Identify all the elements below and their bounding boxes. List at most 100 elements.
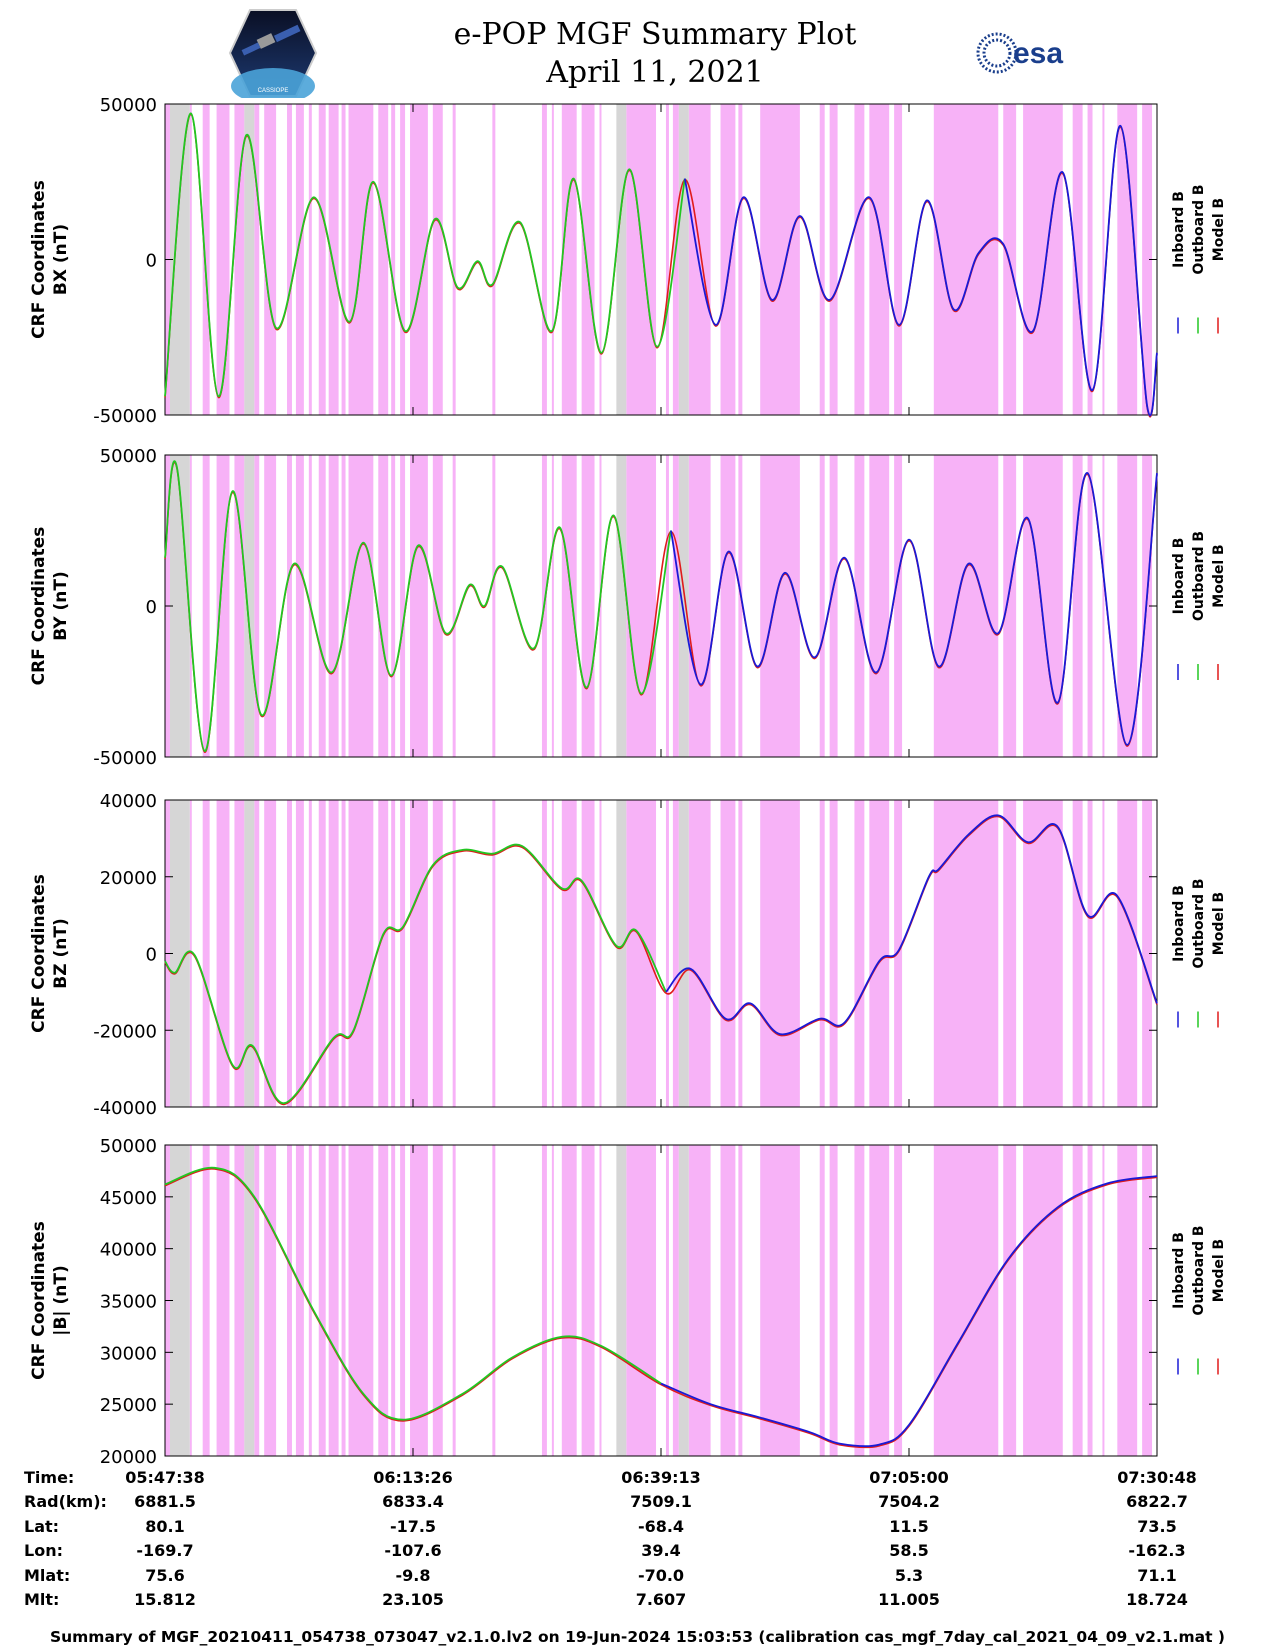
- chart-panel-1: 50000 0 -50000 CRF Coordinates BX (nT) Inboar…: [29, 95, 1227, 427]
- magenta-band: [933, 800, 999, 1107]
- magenta-band: [254, 455, 260, 757]
- series-outboard-line: [164, 460, 672, 752]
- magenta-band: [189, 1145, 192, 1456]
- magenta-band: [561, 104, 577, 415]
- magenta-band: [626, 800, 657, 1107]
- magenta-band: [829, 455, 838, 757]
- magenta-band: [264, 455, 277, 757]
- series-outboard-line: [164, 1166, 662, 1421]
- gray-band: [616, 1145, 627, 1456]
- magenta-band: [216, 1145, 230, 1456]
- legend-entry: Model B: [1211, 198, 1227, 261]
- y-tick-label: 50000: [100, 95, 157, 116]
- plot-title: e-POP MGF Summary Plot April 11, 2021: [0, 16, 1275, 92]
- magenta-band: [400, 104, 406, 415]
- legend-entry: Inboard B: [1171, 885, 1187, 962]
- info-value: 07:05:00: [869, 1468, 949, 1487]
- magenta-band: [1003, 800, 1017, 1107]
- info-value: 11.005: [878, 1590, 940, 1609]
- magenta-band: [348, 800, 374, 1107]
- info-value: 15.812: [134, 1590, 196, 1609]
- series-outboard-line: [164, 112, 686, 398]
- y-axis-label-line1: CRF Coordinates: [29, 874, 49, 1033]
- magenta-band: [264, 800, 277, 1107]
- magenta-band: [665, 1145, 669, 1456]
- magenta-band: [738, 1145, 743, 1456]
- info-value: 75.6: [145, 1566, 185, 1585]
- magenta-band: [308, 1145, 312, 1456]
- info-value: 6881.5: [134, 1492, 196, 1511]
- y-tick-label: 50000: [100, 1136, 157, 1157]
- magenta-band: [391, 1145, 396, 1456]
- y-tick-label: 25000: [100, 1395, 157, 1416]
- magenta-band: [328, 1145, 339, 1456]
- info-value: -169.7: [136, 1541, 194, 1560]
- magenta-band: [234, 455, 245, 757]
- y-axis-label-line1: CRF Coordinates: [29, 1221, 49, 1380]
- info-value: 7504.2: [878, 1492, 940, 1511]
- magenta-band: [1023, 800, 1063, 1107]
- gray-band: [616, 455, 627, 757]
- y-tick-label: 50000: [100, 446, 157, 467]
- magenta-band: [328, 455, 339, 757]
- magenta-band: [432, 104, 443, 415]
- legend-entry: Outboard B: [1191, 1225, 1207, 1315]
- magenta-band: [318, 104, 326, 415]
- magenta-band: [541, 1145, 547, 1456]
- magenta-band: [295, 1145, 304, 1456]
- magenta-band: [202, 104, 210, 415]
- magenta-band: [348, 1145, 374, 1456]
- magenta-band: [264, 104, 277, 415]
- magenta-band: [1072, 800, 1083, 1107]
- magenta-band: [561, 1145, 577, 1456]
- magenta-band: [819, 1145, 825, 1456]
- info-row-label: Time:: [24, 1468, 75, 1487]
- y-tick-label: 20000: [100, 868, 157, 889]
- y-axis-label-line2: BZ (nT): [51, 918, 71, 988]
- magenta-band: [551, 455, 554, 757]
- magenta-band: [933, 1145, 999, 1456]
- magenta-band: [254, 104, 260, 415]
- magenta-band: [599, 800, 602, 1107]
- magenta-band: [202, 455, 210, 757]
- y-tick-label: 20000: [100, 1447, 157, 1468]
- magenta-band: [1023, 104, 1063, 415]
- cassiope-logo-text: CASSIOPE: [258, 88, 289, 94]
- y-axis-label-line2: |B| (nT): [51, 1265, 71, 1336]
- magenta-band: [551, 800, 554, 1107]
- magenta-band: [819, 800, 825, 1107]
- gray-band: [169, 800, 190, 1107]
- magenta-band: [341, 455, 346, 757]
- magenta-band: [688, 104, 711, 415]
- magenta-band: [688, 800, 711, 1107]
- magenta-band: [894, 1145, 903, 1456]
- magenta-band: [665, 104, 669, 415]
- info-value: 07:30:48: [1117, 1468, 1197, 1487]
- title-line1: e-POP MGF Summary Plot: [453, 17, 857, 52]
- gray-band: [244, 104, 255, 415]
- y-axis-label: CRF Coordinates |B| (nT): [29, 1221, 71, 1380]
- magenta-band: [492, 1145, 496, 1456]
- info-row-label: Mlat:: [24, 1566, 71, 1585]
- magenta-band: [341, 800, 346, 1107]
- y-axis-label-line1: CRF Coordinates: [29, 527, 49, 686]
- magenta-band: [1072, 455, 1083, 757]
- magenta-band: [869, 1145, 890, 1456]
- magenta-band: [665, 800, 669, 1107]
- magenta-band: [202, 1145, 210, 1456]
- magenta-band: [202, 800, 210, 1107]
- magenta-band: [287, 1145, 292, 1456]
- gray-band: [169, 104, 190, 415]
- magenta-band: [328, 104, 339, 415]
- magenta-band: [1072, 104, 1083, 415]
- series-inboard-line: [670, 472, 1158, 746]
- magenta-band: [1003, 455, 1017, 757]
- magenta-band: [341, 104, 346, 415]
- gray-band: [244, 800, 255, 1107]
- magenta-band: [328, 800, 339, 1107]
- magenta-band: [287, 455, 292, 757]
- magenta-band: [551, 1145, 554, 1456]
- magenta-band: [492, 800, 496, 1107]
- magenta-band: [720, 104, 736, 415]
- magenta-band: [216, 104, 230, 415]
